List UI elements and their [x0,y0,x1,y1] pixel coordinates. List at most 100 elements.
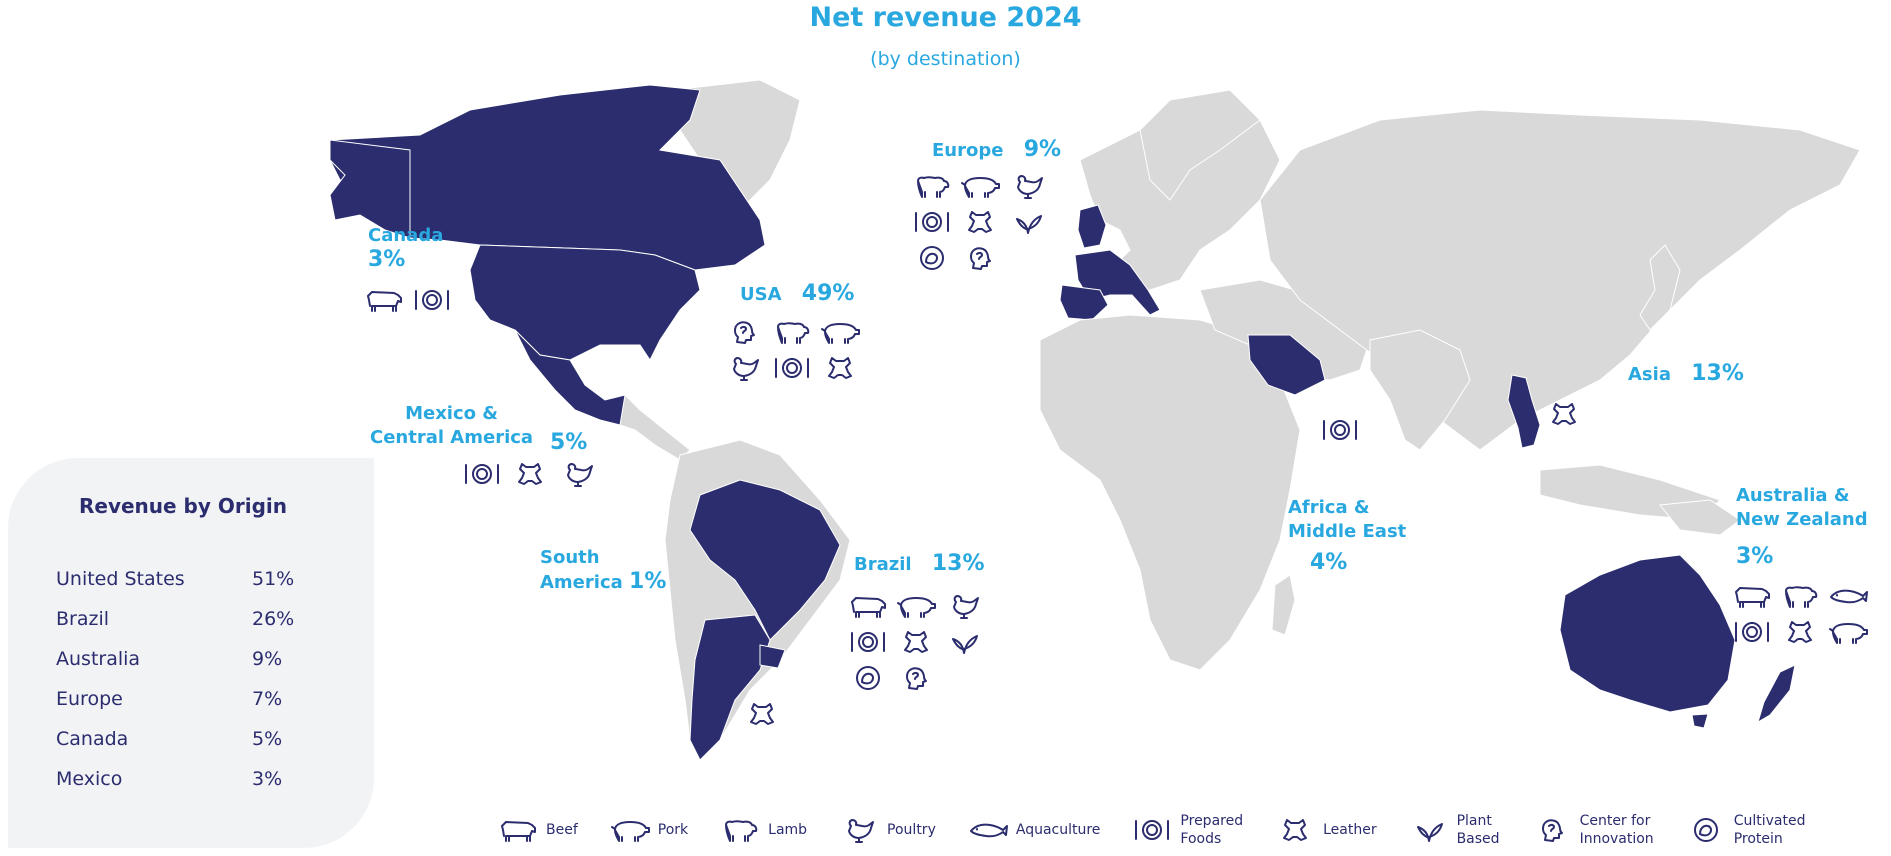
region-value-europe: 9% [1023,137,1062,162]
leather-icon [1780,618,1820,646]
beef-icon [1732,582,1772,610]
region-icons-asia [1544,400,1584,428]
region-label-brazil: Brazil 13% [854,552,985,577]
region-value-south-america: 1% [629,569,667,594]
land-usa[interactable] [469,244,701,361]
lamb-icon [718,816,762,844]
aquaculture-icon [966,816,1010,844]
land-india [1369,329,1471,451]
pork-icon [820,318,860,346]
prepared-foods-icon [412,286,452,314]
legend-label: Pork [658,821,688,839]
leather-icon [820,354,860,382]
legend-item: Cultivated Protein [1684,812,1805,848]
legend-label-line1: Aquaculture [1015,822,1101,838]
legend-label-line1: Beef [546,822,578,838]
land-scandinavia [1139,89,1261,201]
legend-item: Plant Based [1407,812,1500,848]
region-icons-canada [364,286,452,314]
region-name-australia-line1: Australia & [1736,485,1850,506]
prepared-foods-icon [1130,816,1174,844]
legend-label-line1: Prepared [1180,813,1244,829]
region-icons-brazil [848,592,998,692]
beef-icon [496,816,540,844]
region-value-brazil: 13% [931,551,985,576]
poultry-icon [944,592,984,620]
legend-label-line1: Center for [1579,813,1651,829]
origin-row: Mexico 3% [56,768,306,798]
land-brazil[interactable] [689,479,841,641]
origin-title: Revenue by Origin [78,494,288,518]
region-name-brazil: Brazil [854,554,912,575]
legend-item: Lamb [718,816,807,844]
region-value-africa: 4% [1310,550,1348,575]
region-name-mexico-line2: Central America [370,427,534,448]
prepared-foods-icon [772,354,812,382]
origin-row: Canada 5% [56,728,306,758]
prepared-foods-icon [912,208,952,236]
legend-label-line1: Plant [1456,813,1492,829]
poultry-icon [558,460,598,488]
land-alaska[interactable] [329,139,411,239]
origin-value: 9% [252,648,283,670]
land-africa [1039,314,1301,671]
leather-icon [896,628,936,656]
legend-label-line1: Poultry [887,822,936,838]
land-uruguay[interactable] [759,644,786,669]
origin-value: 7% [252,688,283,710]
land-vietnam[interactable] [1507,374,1541,449]
origin-name: Europe [56,688,123,710]
lamb-icon [912,172,952,200]
beef-icon [364,286,404,314]
legend-label-line2: Protein [1733,831,1783,847]
prepared-foods-icon [1732,618,1772,646]
land-australia[interactable] [1559,554,1736,713]
leather-icon [1544,400,1584,428]
region-label-europe: Europe 9% [932,138,1061,163]
legend-label: Prepared Foods [1180,812,1243,848]
poultry-icon [837,816,881,844]
land-japan [1639,244,1681,331]
beef-icon [848,592,888,620]
origin-name: Brazil [56,608,110,630]
plant-based-icon [944,628,984,656]
center-for-innovation-icon [724,318,764,346]
land-argentina[interactable] [689,614,771,761]
legend-label: Plant Based [1457,812,1500,848]
region-icons-usa [724,318,864,382]
legend-item: Prepared Foods [1130,812,1243,848]
legend-label-line1: Lamb [768,822,808,838]
region-icons-africa [1320,416,1360,444]
aquaculture-icon [1828,582,1868,610]
region-name-south-america-line2: America [540,572,623,593]
region-label-australia: Australia & New Zealand [1736,484,1868,532]
prepared-foods-icon [1320,416,1360,444]
region-value-mexico: 5% [550,430,588,455]
land-tasmania[interactable] [1691,713,1709,729]
region-name-africa-line2: Middle East [1288,521,1407,542]
center-for-innovation-icon [1530,816,1574,844]
region-label-africa: Africa & Middle East [1288,496,1406,544]
pork-icon [608,816,652,844]
page-subtitle: (by destination) [870,48,1021,70]
revenue-by-origin-panel: Revenue by Origin United States 51% Braz… [8,458,374,848]
land-new-zealand[interactable] [1757,664,1796,724]
land-asia [1259,109,1861,451]
land-saudi-arabia[interactable] [1247,334,1326,396]
center-for-innovation-icon [960,244,1000,272]
origin-row: Europe 7% [56,688,306,718]
lamb-icon [1780,582,1820,610]
legend-label-line2: Innovation [1579,831,1654,847]
legend-item: Beef [496,816,578,844]
cultivated-protein-icon [848,664,888,692]
plant-based-icon [1407,816,1451,844]
leather-icon [960,208,1000,236]
land-uk[interactable] [1077,204,1107,249]
lamb-icon [772,318,812,346]
legend-label: Center for Innovation [1580,812,1654,848]
prepared-foods-icon [462,460,502,488]
origin-name: United States [56,568,185,590]
origin-value: 3% [252,768,283,790]
legend-label: Lamb [768,821,807,839]
